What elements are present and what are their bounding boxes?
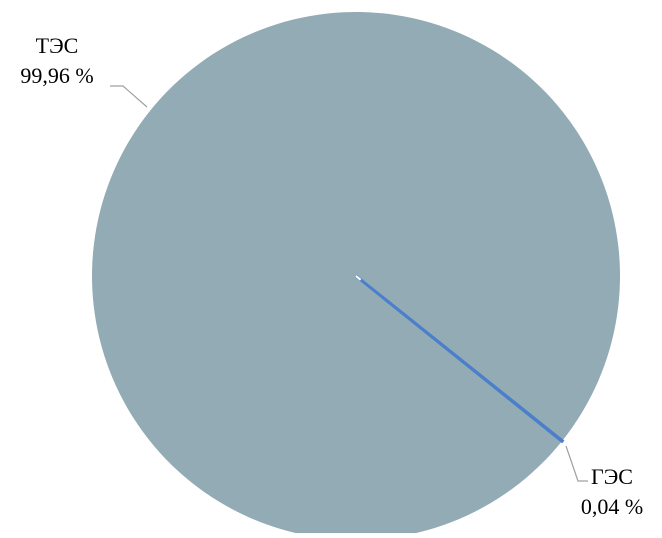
slice-label-name-ges: ГЭС	[591, 464, 633, 489]
pie-slices	[91, 12, 620, 538]
leader-line-ges	[565, 445, 588, 482]
slice-label-value-tes: 99,96 %	[20, 63, 93, 88]
slice-separator	[355, 275, 362, 281]
slice-label-name-tes: ТЭС	[36, 33, 79, 58]
slice-ges	[355, 274, 565, 444]
leader-line-tes	[110, 85, 148, 108]
slice-tes	[91, 12, 620, 538]
leader-lines	[110, 85, 588, 482]
slice-label-value-ges: 0,04 %	[581, 494, 643, 519]
